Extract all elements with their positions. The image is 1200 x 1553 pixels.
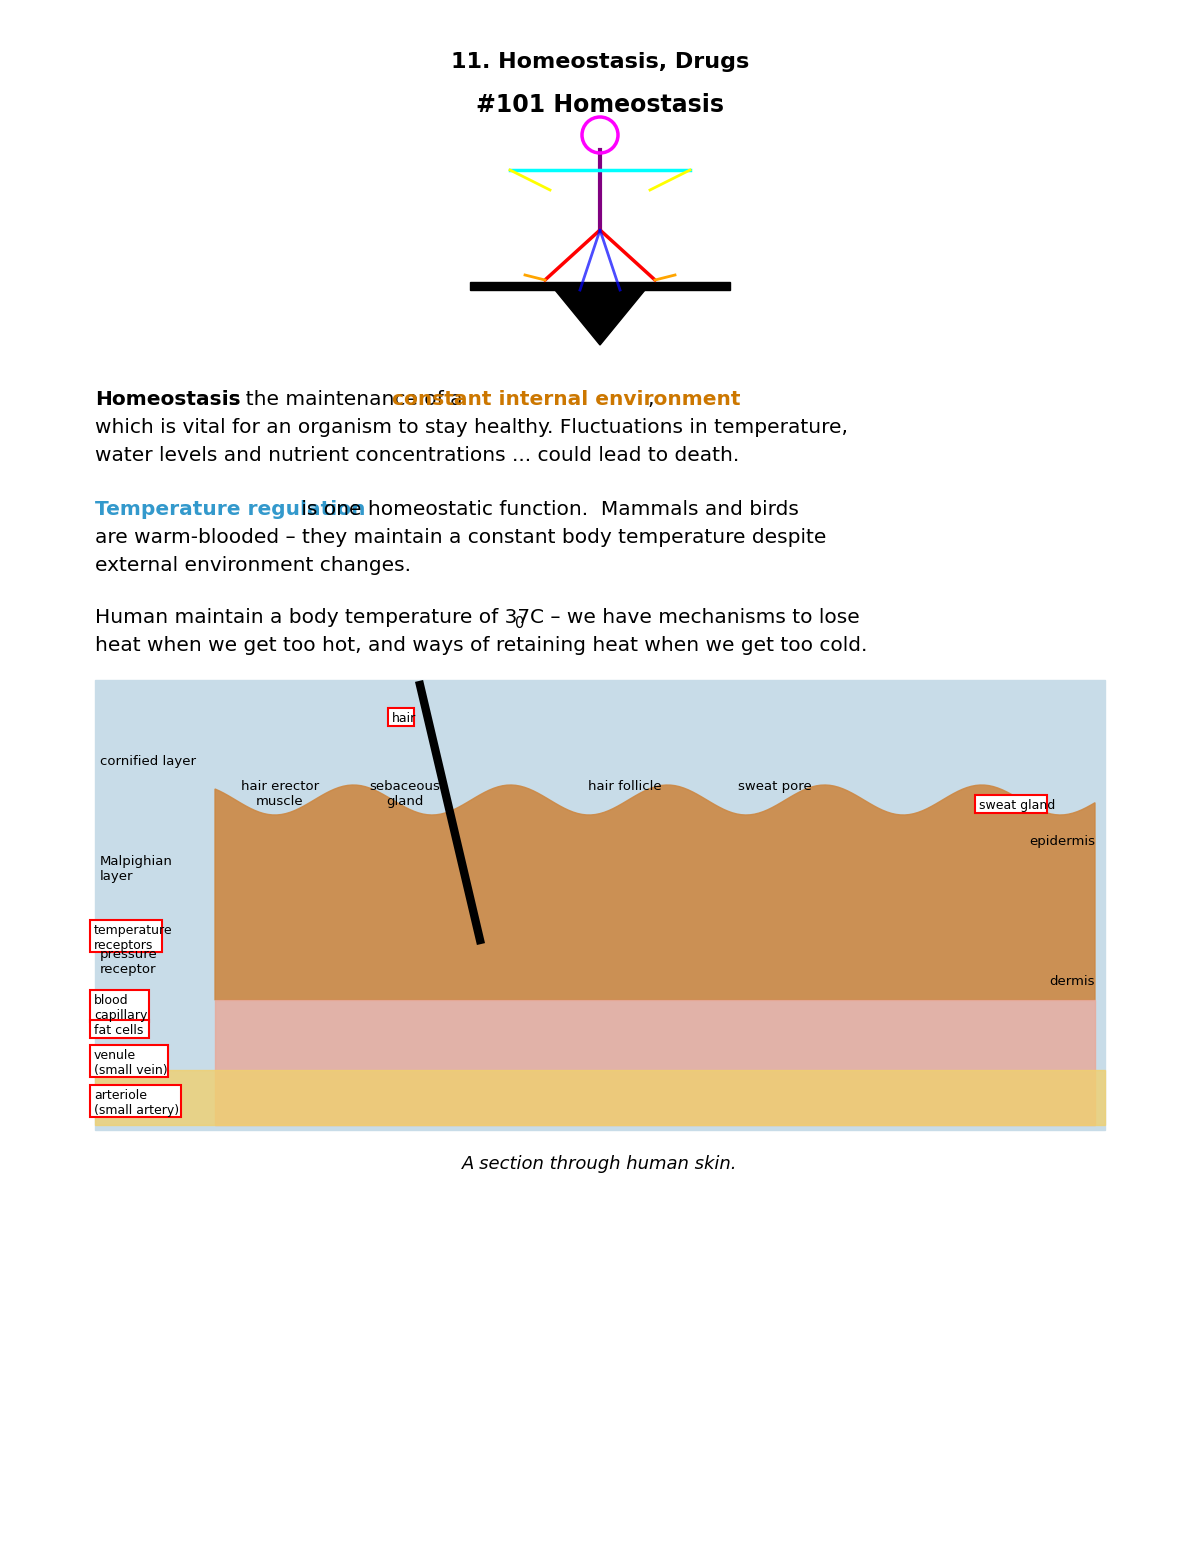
Text: arteriole
(small artery): arteriole (small artery) bbox=[94, 1089, 179, 1117]
Text: epidermis: epidermis bbox=[1030, 836, 1096, 848]
Bar bbox=[90, 989, 149, 1022]
Text: heat when we get too hot, and ways of retaining heat when we get too cold.: heat when we get too hot, and ways of re… bbox=[95, 637, 868, 655]
Text: venule
(small vein): venule (small vein) bbox=[94, 1048, 168, 1076]
Text: which is vital for an organism to stay healthy. Fluctuations in temperature,: which is vital for an organism to stay h… bbox=[95, 418, 848, 436]
Text: external environment changes.: external environment changes. bbox=[95, 556, 410, 575]
Text: water levels and nutrient concentrations ... could lead to death.: water levels and nutrient concentrations… bbox=[95, 446, 739, 464]
Text: pressure
receptor: pressure receptor bbox=[100, 947, 157, 975]
Bar bbox=[90, 1086, 181, 1117]
Text: Homeostasis: Homeostasis bbox=[95, 390, 241, 408]
Text: C – we have mechanisms to lose: C – we have mechanisms to lose bbox=[530, 609, 859, 627]
Text: Human maintain a body temperature of 37: Human maintain a body temperature of 37 bbox=[95, 609, 530, 627]
Text: is one homeostatic function.  Mammals and birds: is one homeostatic function. Mammals and… bbox=[295, 500, 799, 519]
Bar bbox=[95, 680, 1105, 1131]
Text: temperature
receptors: temperature receptors bbox=[94, 924, 173, 952]
Text: is the maintenance of a: is the maintenance of a bbox=[217, 390, 469, 408]
Text: Malpighian
layer: Malpighian layer bbox=[100, 856, 173, 884]
Text: constant internal environment: constant internal environment bbox=[392, 390, 740, 408]
Text: sweat gland: sweat gland bbox=[979, 798, 1055, 812]
Text: sebaceous
gland: sebaceous gland bbox=[370, 780, 440, 808]
Text: hair erector
muscle: hair erector muscle bbox=[241, 780, 319, 808]
Polygon shape bbox=[95, 1070, 1105, 1124]
Text: dermis: dermis bbox=[1050, 975, 1096, 988]
Bar bbox=[470, 283, 730, 290]
Polygon shape bbox=[215, 1000, 1096, 1124]
Text: 0: 0 bbox=[515, 617, 524, 631]
Text: A section through human skin.: A section through human skin. bbox=[462, 1155, 738, 1173]
Text: fat cells: fat cells bbox=[94, 1023, 143, 1037]
Bar bbox=[90, 1020, 149, 1037]
Text: hair: hair bbox=[392, 711, 416, 725]
Text: blood
capillary: blood capillary bbox=[94, 994, 148, 1022]
Text: ,: , bbox=[647, 390, 654, 408]
Text: 11. Homeostasis, Drugs: 11. Homeostasis, Drugs bbox=[451, 51, 749, 71]
Text: sweat pore: sweat pore bbox=[738, 780, 812, 794]
Text: hair follicle: hair follicle bbox=[588, 780, 662, 794]
Polygon shape bbox=[215, 784, 1096, 1000]
Bar bbox=[90, 1045, 168, 1076]
Bar bbox=[90, 919, 162, 952]
Text: are warm-blooded – they maintain a constant body temperature despite: are warm-blooded – they maintain a const… bbox=[95, 528, 827, 547]
Text: cornified layer: cornified layer bbox=[100, 755, 196, 769]
Text: #101 Homeostasis: #101 Homeostasis bbox=[476, 93, 724, 116]
Polygon shape bbox=[554, 290, 646, 345]
Bar bbox=[388, 708, 414, 725]
Bar bbox=[974, 795, 1046, 814]
Text: Temperature regulation: Temperature regulation bbox=[95, 500, 366, 519]
